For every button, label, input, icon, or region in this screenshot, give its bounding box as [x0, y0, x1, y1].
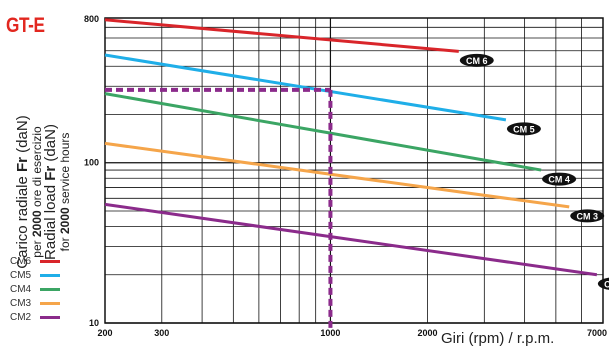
legend-label: CM4 [10, 283, 32, 295]
series-label-cm6: CM 6 [466, 56, 488, 66]
series-line-cm6 [104, 18, 459, 53]
legend-item-cm4: CM4 [10, 283, 60, 297]
grid [104, 17, 604, 324]
legend-label: CM5 [10, 270, 32, 282]
series-label-cm3: CM 3 [576, 211, 598, 221]
series-label-badge [459, 53, 494, 67]
y-tick-label: 100 [84, 158, 99, 168]
x-tick-label: 300 [154, 328, 169, 338]
series-label-badge [542, 172, 577, 186]
legend-swatch [40, 287, 60, 291]
legend: CM6 CM5 CM4 CM3 CM2 [10, 255, 60, 324]
legend-swatch [40, 260, 60, 264]
legend-swatch [40, 301, 60, 305]
x-tick-label: 2000 [418, 328, 438, 338]
legend-label: CM3 [10, 297, 32, 309]
x-axis-label: Giri (rpm) / r.p.m. [441, 330, 555, 347]
example-guide [105, 87, 333, 329]
brand-logo: GT-E [6, 14, 45, 37]
plot-frame [104, 17, 604, 324]
legend-item-cm5: CM5 [10, 269, 60, 283]
legend-swatch [40, 274, 60, 278]
series-line-cm4 [104, 92, 542, 172]
legend-swatch [40, 315, 60, 319]
legend-label: CM2 [10, 311, 32, 323]
series-line-cm2 [104, 202, 598, 277]
legend-item-cm3: CM3 [10, 296, 60, 310]
y-tick-label: 10 [89, 318, 99, 328]
series-label-cm5: CM 5 [513, 124, 535, 134]
tick-labels: 10 100 800 200 300 1000 2000 7000 [84, 14, 607, 338]
legend-item-cm6: CM6 [10, 255, 60, 269]
x-tick-label: 1000 [320, 328, 340, 338]
series-line-cm3 [104, 141, 570, 209]
series-label-badge [597, 277, 609, 290]
x-tick-label: 200 [97, 328, 112, 338]
series-lines [104, 18, 598, 277]
series-label-badge [570, 209, 605, 223]
series-label-cm2: CM 2 [604, 279, 609, 289]
series-line-cm5 [104, 53, 507, 122]
x-tick-label: 7000 [587, 328, 607, 338]
legend-label: CM6 [10, 256, 32, 268]
y-label-line4: for 2000 service hours [58, 132, 72, 252]
legend-item-cm2: CM2 [10, 310, 60, 324]
series-label-badge [506, 122, 541, 136]
series-labels: CM 6 CM 5 CM 4 CM 3 CM 2 [459, 53, 609, 290]
y-tick-label: 800 [84, 14, 99, 24]
series-label-cm4: CM 4 [548, 175, 570, 185]
